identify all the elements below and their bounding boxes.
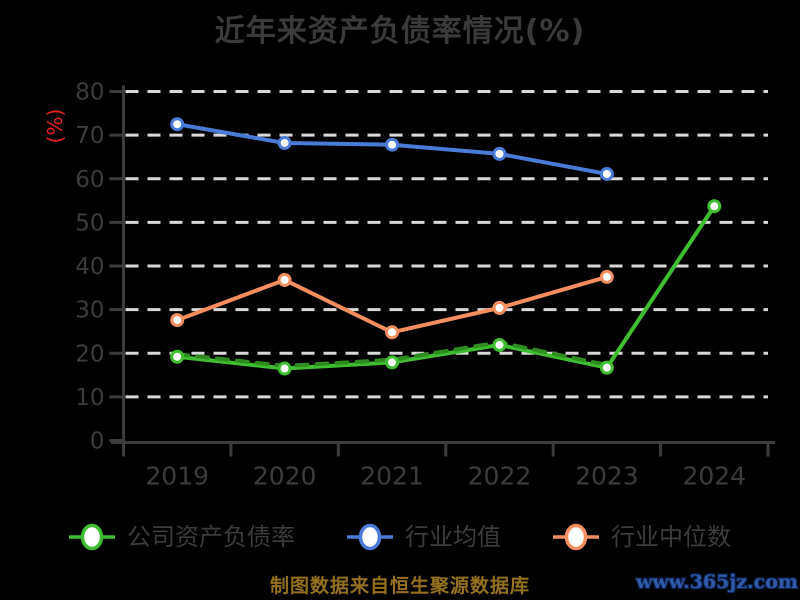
data-point-行业均值 xyxy=(599,166,614,181)
x-tick-label: 2023 xyxy=(575,462,639,491)
data-point-公司资产负债率 xyxy=(277,361,292,376)
y-tick-label: 80 xyxy=(75,80,104,106)
data-point-公司资产负债率 xyxy=(599,360,614,375)
data-point-行业均值 xyxy=(492,146,507,161)
y-tick-label: 20 xyxy=(75,341,104,367)
legend-label: 行业中位数 xyxy=(611,523,731,551)
x-tick-label: 2024 xyxy=(682,462,746,491)
data-point-行业均值 xyxy=(385,137,400,152)
data-point-行业中位数 xyxy=(170,313,185,328)
series-line-公司资产负债率 xyxy=(175,204,717,371)
data-point-行业中位数 xyxy=(492,300,507,315)
chart-title: 近年来资产负债率情况(%) xyxy=(214,14,586,49)
data-point-公司资产负债率 xyxy=(707,199,722,214)
y-axis-title: (%) xyxy=(43,109,67,144)
legend-item-0[interactable]: 公司资产负债率 xyxy=(69,522,295,552)
y-tick-label: 10 xyxy=(75,385,104,411)
data-point-行业中位数 xyxy=(277,272,292,287)
data-source-note: 制图数据来自恒生聚源数据库 xyxy=(269,575,530,597)
legend: 公司资产负债率 行业均值 行业中位数 xyxy=(0,521,800,553)
y-tick-label: 50 xyxy=(75,210,104,236)
data-point-公司资产负债率 xyxy=(385,355,400,370)
y-tick-label: 40 xyxy=(75,254,104,280)
legend-label: 行业均值 xyxy=(405,523,501,551)
data-point-行业均值 xyxy=(170,117,185,132)
legend-item-2[interactable]: 行业中位数 xyxy=(553,522,731,552)
x-tick-label: 2022 xyxy=(468,462,532,491)
data-point-公司资产负债率 xyxy=(492,337,507,352)
x-tick-label: 2021 xyxy=(360,462,424,491)
legend-marker-icon xyxy=(347,523,393,551)
legend-marker-icon xyxy=(553,523,599,551)
legend-marker-icon xyxy=(69,523,115,551)
data-point-行业均值 xyxy=(277,135,292,150)
data-point-行业中位数 xyxy=(599,269,614,284)
legend-label: 公司资产负债率 xyxy=(127,523,295,551)
series-line-company-ratio-dashed-overlay xyxy=(175,340,609,368)
y-tick-label: 60 xyxy=(75,167,104,193)
series-line-行业中位数 xyxy=(175,274,609,335)
legend-item-1[interactable]: 行业均值 xyxy=(347,522,501,552)
watermark-link[interactable]: www.365jz.com xyxy=(635,571,798,593)
data-point-公司资产负债率 xyxy=(170,349,185,364)
y-tick-label: 0 xyxy=(90,429,105,455)
x-tick-label: 2020 xyxy=(253,462,317,491)
x-tick-label: 2019 xyxy=(145,462,209,491)
data-point-行业中位数 xyxy=(385,325,400,340)
y-tick-label: 30 xyxy=(75,298,104,324)
y-tick-label: 70 xyxy=(75,123,104,149)
